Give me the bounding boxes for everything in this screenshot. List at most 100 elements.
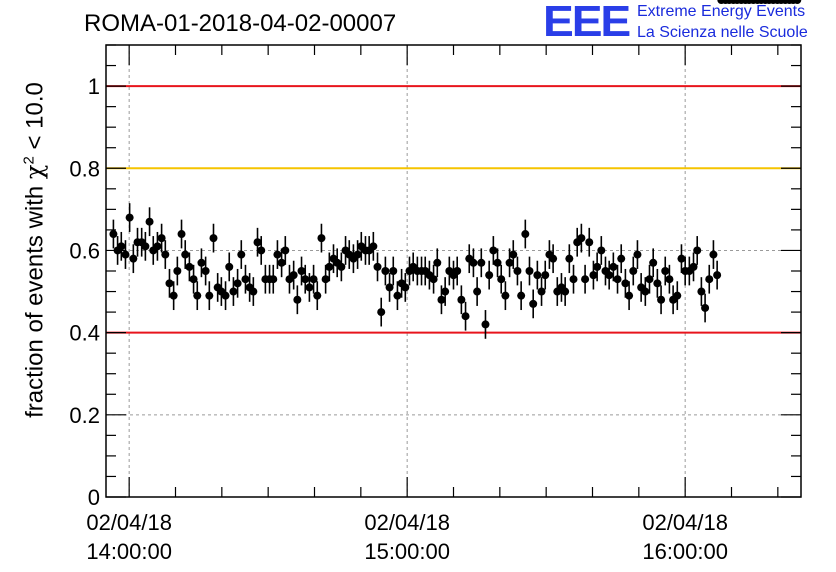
data-point [481,320,490,329]
data-point [693,246,702,255]
data-point [153,242,162,251]
data-point [613,275,622,284]
data-point [525,267,534,275]
data-point [121,250,130,259]
data-point [541,271,550,280]
data-point [145,217,154,226]
data-point [193,291,202,300]
data-point [617,254,626,263]
data-point [713,271,722,280]
data-point [645,275,654,284]
data-point [697,287,706,296]
data-point [305,283,314,292]
data-point [565,254,574,263]
data-point [513,267,522,275]
data-point [501,291,510,300]
data-point [253,238,262,247]
data-point [229,287,238,296]
data-point [189,275,198,284]
data-point [353,250,362,259]
y-tick-label: 0.8 [69,156,100,181]
data-point [709,250,718,259]
reference-lines [106,85,801,334]
data-point [393,291,402,300]
data-point [309,275,318,284]
data-point [461,312,470,321]
data-point [569,275,578,284]
data-point [609,262,618,271]
data-point [221,291,230,300]
logo-line-1: Extreme Energy Events [637,3,806,20]
data-point [381,267,390,275]
data-point [289,271,298,280]
data-point [241,275,250,284]
data-point [157,234,166,243]
data-point [561,287,570,296]
data-point [485,271,494,280]
data-point [577,234,586,243]
data-point [641,287,650,296]
eee-logo-mark: EEE [543,0,631,46]
data-point [385,283,394,292]
data-point [605,271,614,280]
data-point [469,258,478,267]
data-point [321,275,330,284]
data-point [169,291,178,300]
data-point [489,246,498,255]
data-point [701,303,710,312]
data-point [473,287,482,296]
data-point [109,230,118,239]
data-point [593,262,602,271]
data-point [185,262,194,271]
y-tick-label: 0.2 [69,403,100,428]
y-axis-label: fraction of events with χ2 < 10.0 [21,82,50,418]
x-tick-label-time: 16:00:00 [642,539,728,564]
data-point [141,242,150,251]
data-point [457,295,466,304]
data-point [337,262,346,271]
data-point [665,275,674,284]
data-point [161,250,170,259]
data-point [373,262,382,271]
data-point [233,279,242,288]
data-point [477,258,486,267]
data-point [497,275,506,284]
data-point [653,279,662,288]
data-point [237,250,246,259]
y-axis-label-prefix: fraction of events with [21,179,49,418]
data-point [201,267,210,275]
data-point [633,250,642,259]
data-point [181,250,190,259]
data-point [317,234,326,243]
y-tick-label: 0.6 [69,238,100,263]
data-point [429,275,438,284]
x-tick-label-date: 02/04/18 [86,510,172,535]
y-tick-label: 1 [88,74,100,99]
data-point [529,299,538,308]
data-point [509,250,518,259]
data-point [673,291,682,300]
data-points [109,0,802,339]
data-point [129,254,138,263]
data-point [273,250,282,259]
y-axis-label-symbol: χ [20,164,49,180]
data-point [585,238,594,247]
data-point [621,279,630,288]
data-point [649,258,658,267]
data-point [597,246,606,255]
data-point [493,258,502,267]
axes: 0 0.2 0.4 0.6 0.8 1 02/04/18 14:00:00 02/04/18 15… [69,44,802,564]
data-point [589,271,598,280]
data-point [793,0,802,4]
data-point [581,275,590,284]
data-point [437,295,446,304]
data-point [205,291,214,300]
logo-line-2: La Scienza nelle Scuole [637,24,808,41]
data-point [269,275,278,284]
data-point [281,246,290,255]
data-point [625,291,634,300]
data-point [117,242,126,251]
data-point [537,287,546,296]
y-tick-label: 0 [88,485,100,510]
x-tick-label-time: 15:00:00 [364,539,450,564]
